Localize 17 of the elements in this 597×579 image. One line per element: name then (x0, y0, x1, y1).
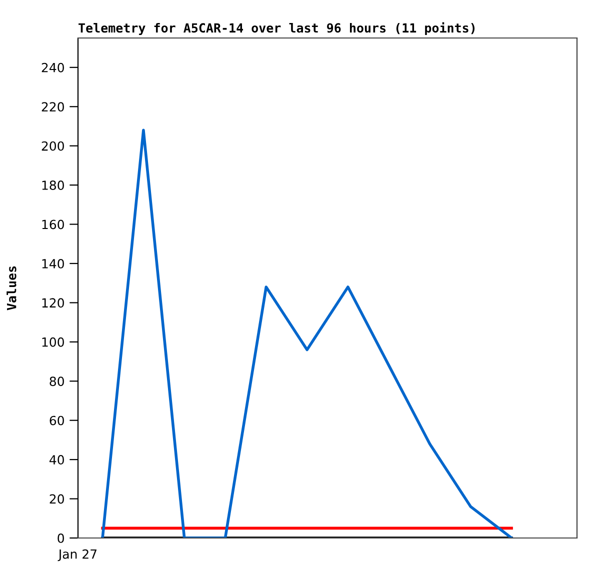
text: Jan 27 (58, 549, 97, 562)
y-axis-title: Values (6, 266, 16, 310)
chart-title: Telemetry for A5CAR-14 over last 96 hours (11 points) (78, 22, 475, 36)
y-tick-label: 80 (50, 376, 64, 386)
y-tick-label: 200 (42, 141, 64, 151)
y-tick-label: 100 (42, 337, 64, 347)
y-tick-label: 140 (42, 258, 64, 268)
line-series (101, 128, 513, 538)
y-tick-label: 60 (50, 416, 64, 426)
y-tick-label: 180 (42, 180, 64, 190)
y-tick-label: 120 (42, 298, 64, 308)
y-tick-label: 20 (50, 494, 64, 504)
y-tick-label: 160 (42, 220, 64, 230)
y-tick-label: 40 (50, 455, 64, 464)
y-tick-label: 0 (58, 533, 64, 543)
y-tick-label: 240 (42, 62, 64, 72)
y-tick-label: 220 (42, 102, 64, 112)
